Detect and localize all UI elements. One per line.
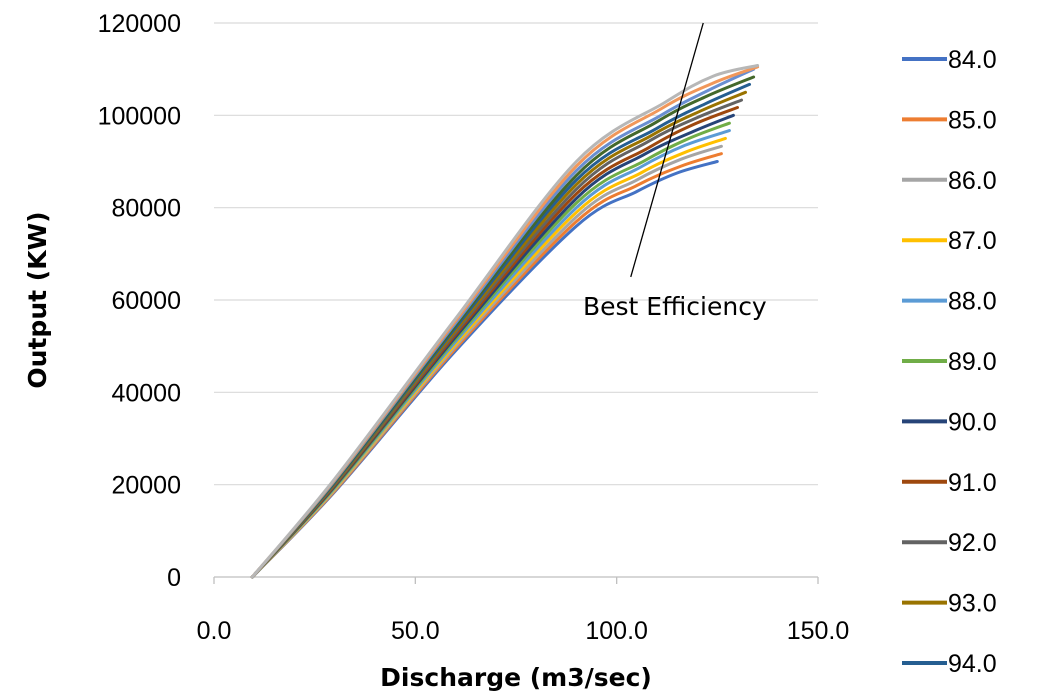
series-line bbox=[250, 152, 723, 579]
y-tick-label: 20000 bbox=[111, 472, 181, 500]
legend-label: 90.0 bbox=[948, 408, 997, 436]
series-line bbox=[250, 144, 723, 579]
y-tick-label: 0 bbox=[167, 564, 181, 592]
best-efficiency-line bbox=[630, 22, 704, 278]
series-line bbox=[250, 121, 731, 579]
legend-label: 85.0 bbox=[948, 106, 997, 134]
legend-label: 86.0 bbox=[948, 167, 997, 195]
series-lines bbox=[250, 64, 760, 579]
gridlines bbox=[214, 22, 818, 486]
series-line bbox=[250, 90, 747, 579]
series-line bbox=[250, 75, 756, 579]
legend-label: 88.0 bbox=[948, 288, 997, 316]
y-axis-title: Output (KW) bbox=[23, 211, 52, 388]
x-tick-label: 100.0 bbox=[585, 617, 648, 645]
legend-label: 91.0 bbox=[948, 469, 997, 497]
legend-label: 93.0 bbox=[948, 590, 997, 618]
x-tick-label: 50.0 bbox=[391, 617, 440, 645]
x-tick-labels: 0.0 50.0 100.0 150.0 bbox=[197, 617, 850, 645]
legend: 84.0 85.0 86.0 87.0 88.0 89.0 90.0 91.0 92.0 93.0… bbox=[902, 46, 997, 678]
x-tick-label: 150.0 bbox=[787, 617, 850, 645]
y-tick-labels: 0 20000 40000 60000 80000 100000 120000 bbox=[98, 10, 181, 592]
series-line bbox=[250, 82, 751, 579]
series-line bbox=[250, 113, 735, 579]
x-tick-label: 0.0 bbox=[197, 617, 232, 645]
series-line bbox=[250, 136, 727, 579]
best-efficiency-annotation: Best Efficiency bbox=[583, 22, 767, 321]
legend-label: 84.0 bbox=[948, 46, 997, 74]
best-efficiency-label: Best Efficiency bbox=[583, 292, 767, 321]
y-tick-label: 60000 bbox=[111, 287, 181, 315]
y-tick-label: 40000 bbox=[111, 379, 181, 407]
x-axis bbox=[213, 576, 819, 584]
legend-label: 94.0 bbox=[948, 650, 997, 678]
series-line bbox=[250, 64, 760, 579]
y-tick-label: 80000 bbox=[111, 195, 181, 223]
y-tick-label: 120000 bbox=[98, 10, 181, 38]
y-tick-label: 100000 bbox=[98, 102, 181, 130]
legend-label: 89.0 bbox=[948, 348, 997, 376]
series-line bbox=[250, 129, 731, 579]
legend-label: 92.0 bbox=[948, 529, 997, 557]
series-line bbox=[250, 160, 719, 579]
x-axis-title: Discharge (m3/sec) bbox=[380, 663, 652, 692]
legend-label: 87.0 bbox=[948, 227, 997, 255]
